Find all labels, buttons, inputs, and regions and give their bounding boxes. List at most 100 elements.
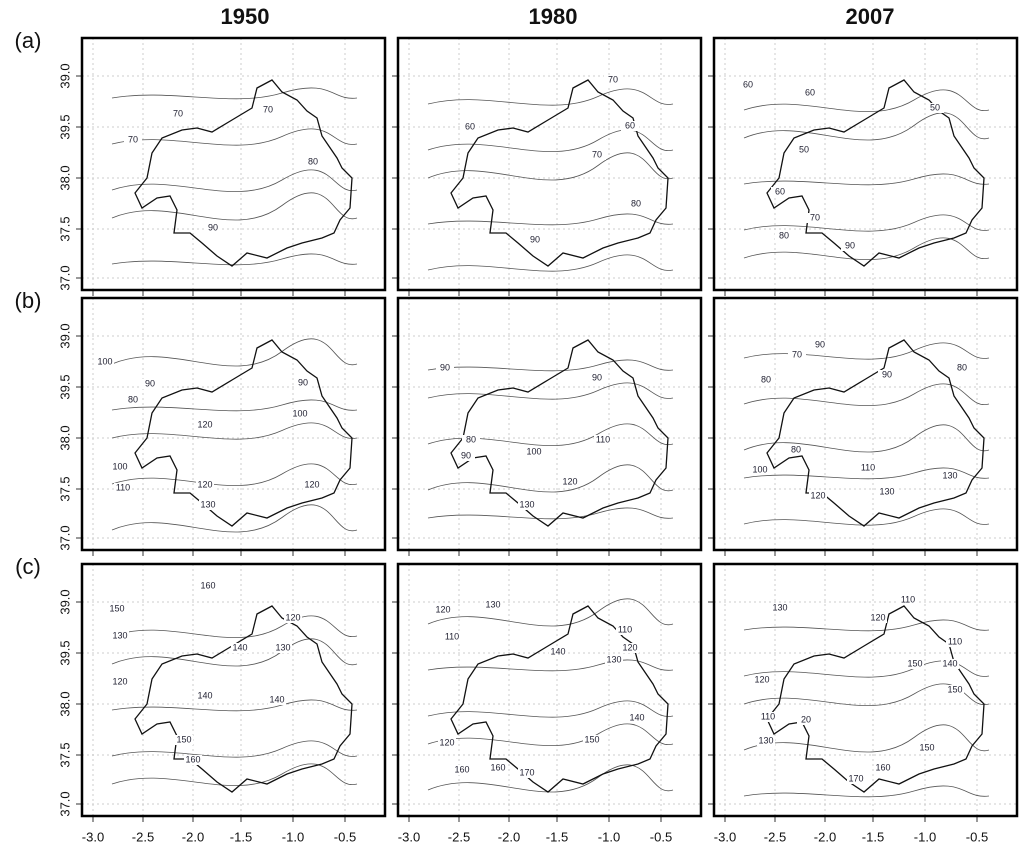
panel-frame (396, 296, 703, 552)
map-panel: 60 60 50 50 60 70 80 90 (708, 36, 1019, 296)
contour-label: 140 (232, 642, 247, 652)
row-label: (a) (15, 28, 42, 53)
y-tick-label: 39.5 (57, 374, 72, 399)
panel-frame (396, 36, 703, 292)
label-bg (941, 471, 959, 481)
contour-label: 130 (519, 499, 534, 509)
contour-label: 120 (870, 612, 885, 622)
y-tick-label: 39.5 (57, 640, 72, 665)
contour-label: 80 (128, 394, 138, 404)
label-bg (801, 88, 819, 98)
contour-label: 90 (440, 362, 450, 372)
label-bg (196, 691, 214, 701)
label-bg (859, 463, 877, 473)
contour-label: 110 (761, 711, 775, 721)
label-bg (878, 487, 896, 497)
contour-label: 50 (930, 102, 940, 112)
x-tick-label: -2.5 (132, 829, 154, 844)
label-bg (795, 145, 813, 155)
region-outline (134, 605, 353, 793)
label-bg (918, 743, 936, 753)
label-bg (753, 675, 771, 685)
label-bg (771, 603, 789, 613)
contour-line (427, 152, 674, 181)
label-bg (806, 213, 824, 223)
contour-line (111, 87, 358, 100)
label-bg (953, 363, 971, 373)
contour-label: 140 (629, 712, 644, 722)
contour-line (111, 422, 358, 440)
contour-label: 120 (197, 479, 212, 489)
contour-line (743, 173, 990, 186)
label-bg (811, 340, 829, 350)
contour-label: 90 (530, 234, 540, 244)
contour-label: 150 (584, 734, 599, 744)
contour-label: 90 (845, 240, 855, 250)
y-tick-label: 37.5 (57, 216, 72, 241)
panel-frame (80, 562, 387, 818)
contour-label: 130 (942, 470, 957, 480)
x-tick-label: -0.5 (650, 829, 672, 844)
contour-label: 20 (801, 714, 811, 724)
y-tick-label: 38.0 (57, 425, 72, 450)
label-bg (124, 135, 142, 145)
contour-label: 130 (485, 599, 500, 609)
label-bg (757, 375, 775, 385)
contour-line (427, 507, 674, 520)
label-bg (874, 763, 892, 773)
label-bg (906, 659, 924, 669)
x-tick-label: -2.5 (448, 829, 470, 844)
panel-frame (80, 36, 387, 292)
contour-line (111, 699, 358, 712)
label-bg (869, 613, 887, 623)
label-bg (797, 715, 815, 725)
panel-frame (712, 562, 1019, 818)
region-outline (450, 339, 669, 527)
contour-label: 130 (879, 486, 894, 496)
row-label: (b) (15, 288, 42, 313)
contour-label: 170 (848, 773, 863, 783)
label-bg (294, 378, 312, 388)
label-bg (751, 465, 769, 475)
label-bg (739, 80, 757, 90)
contour-line (743, 237, 990, 261)
contour-line (427, 382, 674, 400)
label-bg (484, 600, 502, 610)
contour-label: 120 (112, 676, 127, 686)
contour-label: 160 (200, 580, 215, 590)
label-bg (759, 712, 777, 722)
label-bg (621, 121, 639, 131)
label-bg (489, 763, 507, 773)
contour-label: 110 (596, 434, 610, 444)
label-bg (304, 157, 322, 167)
label-bg (561, 477, 579, 487)
contour-label: 120 (810, 490, 825, 500)
contour-line (743, 660, 990, 678)
x-tick-label: -1.5 (546, 829, 568, 844)
contour-line (427, 359, 674, 372)
x-tick-label: -2.0 (498, 829, 520, 844)
label-bg (549, 647, 567, 657)
x-tick-label: -1.5 (230, 829, 252, 844)
label-bg (291, 409, 309, 419)
contour-line (743, 508, 990, 526)
contour-label: 120 (562, 476, 577, 486)
column-title: 1950 (221, 4, 270, 29)
map-panel: 70 70 70 80 90 (76, 36, 387, 296)
label-bg (462, 435, 480, 445)
y-tick-label: 39.0 (57, 323, 72, 348)
x-tick-label: -0.5 (966, 829, 988, 844)
label-bg (436, 363, 454, 373)
contour-line (743, 342, 990, 360)
contour-label: 50 (799, 144, 809, 154)
label-bg (941, 659, 959, 669)
contour-label: 110 (445, 631, 459, 641)
label-bg (461, 122, 479, 132)
contour-line (111, 763, 358, 787)
contour-label: 150 (919, 742, 934, 752)
contour-label: 110 (116, 482, 130, 492)
label-bg (434, 605, 452, 615)
label-bg (594, 435, 612, 445)
x-tick-label: -1.5 (862, 829, 884, 844)
